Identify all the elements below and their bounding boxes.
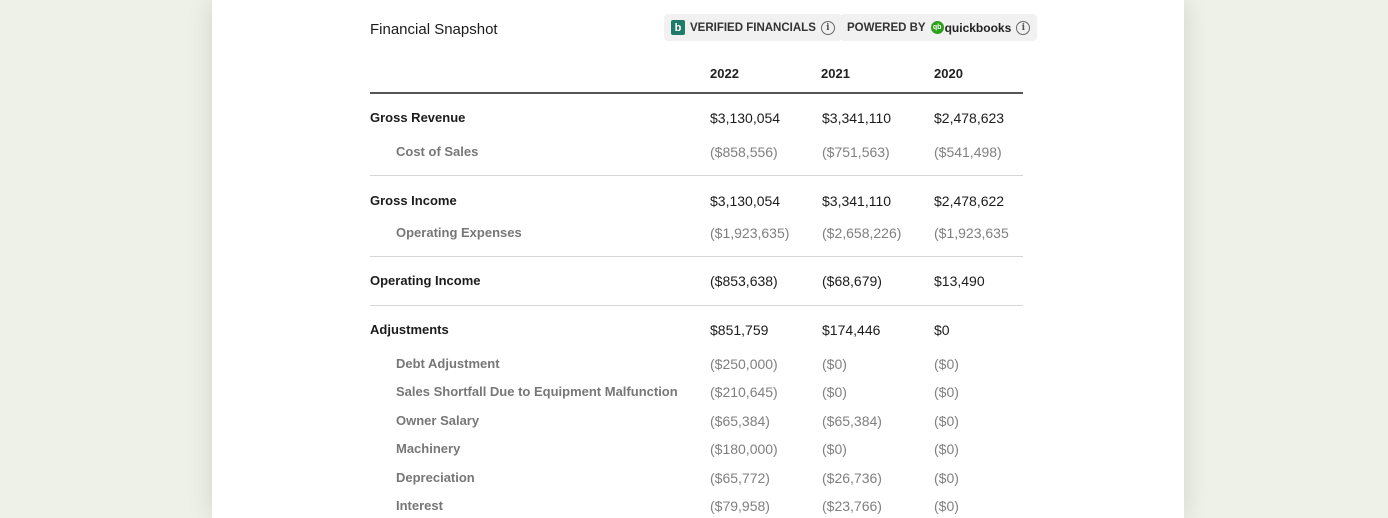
column-header-2022: 2022 bbox=[710, 66, 739, 81]
row-label: Depreciation bbox=[396, 470, 475, 485]
cell-2022: ($79,958) bbox=[710, 498, 770, 514]
table-row: Gross Revenue $3,130,054 $3,341,110 $2,478,… bbox=[0, 110, 1388, 130]
divider bbox=[370, 175, 1023, 176]
cell-2022: $851,759 bbox=[710, 322, 769, 338]
cell-2020: $2,478,622 bbox=[934, 193, 1005, 209]
cell-2022: ($210,645) bbox=[710, 384, 778, 400]
powered-by-label: POWERED BY bbox=[847, 21, 926, 34]
verified-logo-icon: b bbox=[671, 20, 685, 35]
info-icon[interactable]: i bbox=[1016, 20, 1031, 35]
cell-2021: ($26,736) bbox=[822, 470, 882, 486]
cell-2022: ($65,772) bbox=[710, 470, 770, 486]
divider bbox=[370, 305, 1023, 306]
cell-2021: ($0) bbox=[822, 384, 847, 400]
cell-2021: $174,446 bbox=[822, 322, 881, 338]
cell-2022: ($65,384) bbox=[710, 413, 770, 429]
table-row: Adjustments $851,759 $174,446 $0 bbox=[0, 322, 1388, 342]
cell-2020: ($0) bbox=[934, 441, 959, 457]
table-row: Debt Adjustment ($250,000) ($0) ($0) bbox=[0, 356, 1388, 376]
cell-2020: $0 bbox=[934, 322, 950, 338]
info-icon[interactable]: i bbox=[820, 20, 835, 35]
divider bbox=[370, 256, 1023, 257]
cell-2020: ($541,498) bbox=[934, 144, 1002, 160]
cell-2020: ($0) bbox=[934, 470, 959, 486]
table-row: Sales Shortfall Due to Equipment Malfunc… bbox=[0, 384, 1388, 404]
cell-2022: $3,130,054 bbox=[710, 193, 781, 209]
cell-2021: ($751,563) bbox=[822, 144, 890, 160]
financial-snapshot-card bbox=[212, 0, 1184, 518]
cell-2021: ($68,679) bbox=[822, 273, 882, 289]
row-label: Operating Expenses bbox=[396, 225, 522, 240]
cell-2020: ($0) bbox=[934, 384, 959, 400]
table-row: Operating Expenses ($1,923,635) ($2,658,22… bbox=[0, 225, 1388, 245]
row-label: Gross Income bbox=[370, 193, 457, 208]
cell-2020: $13,490 bbox=[934, 273, 985, 289]
cell-2020: ($0) bbox=[934, 413, 959, 429]
cell-2020: ($1,923,635 bbox=[934, 225, 1009, 241]
quickbooks-icon: qb bbox=[930, 21, 944, 34]
table-row: Cost of Sales ($858,556) ($751,563) ($541,4… bbox=[0, 144, 1388, 164]
table-row: Owner Salary ($65,384) ($65,384) ($0) bbox=[0, 413, 1388, 433]
row-label: Debt Adjustment bbox=[396, 356, 500, 371]
row-label: Owner Salary bbox=[396, 413, 480, 428]
cell-2022: ($180,000) bbox=[710, 441, 778, 457]
cell-2021: ($65,384) bbox=[822, 413, 882, 429]
cell-2021: ($0) bbox=[822, 441, 847, 457]
cell-2021: $3,341,110 bbox=[822, 193, 892, 209]
column-header-2021: 2021 bbox=[821, 66, 850, 81]
cell-2020: $2,478,623 bbox=[934, 110, 1005, 126]
cell-2022: ($858,556) bbox=[710, 144, 778, 160]
row-label: Sales Shortfall Due to Equipment Malfunc… bbox=[396, 384, 678, 399]
table-row: Interest ($79,958) ($23,766) ($0) bbox=[0, 498, 1388, 518]
verified-label: VERIFIED FINANCIALS bbox=[690, 21, 816, 34]
cell-2022: $3,130,054 bbox=[710, 110, 781, 126]
row-label: Interest bbox=[396, 498, 443, 513]
cell-2020: ($0) bbox=[934, 498, 959, 514]
cell-2022: ($853,638) bbox=[710, 273, 778, 289]
table-row: Operating Income ($853,638) ($68,679) $13,4… bbox=[0, 273, 1388, 293]
powered-by-badge: POWERED BY qb quickbooks i bbox=[840, 14, 1038, 41]
column-header-2020: 2020 bbox=[934, 66, 963, 81]
table-row: Depreciation ($65,772) ($26,736) ($0) bbox=[0, 470, 1388, 490]
row-label: Operating Income bbox=[370, 273, 481, 288]
row-label: Machinery bbox=[396, 441, 461, 456]
verified-financials-badge: b VERIFIED FINANCIALS i bbox=[664, 14, 842, 41]
cell-2021: ($23,766) bbox=[822, 498, 882, 514]
cell-2021: ($0) bbox=[822, 356, 847, 372]
header-divider bbox=[370, 92, 1023, 94]
cell-2020: ($0) bbox=[934, 356, 959, 372]
table-row: Gross Income $3,130,054 $3,341,110 $2,478,6… bbox=[0, 193, 1388, 213]
page-title: Financial Snapshot bbox=[370, 21, 498, 38]
cell-2022: ($1,923,635) bbox=[710, 225, 790, 241]
cell-2021: ($2,658,226) bbox=[822, 225, 902, 241]
cell-2021: $3,341,110 bbox=[822, 110, 892, 126]
row-label: Cost of Sales bbox=[396, 144, 479, 159]
cell-2022: ($250,000) bbox=[710, 356, 778, 372]
row-label: Adjustments bbox=[370, 322, 449, 337]
quickbooks-logo: qb quickbooks bbox=[930, 20, 1012, 35]
row-label: Gross Revenue bbox=[370, 110, 466, 125]
quickbooks-wordmark: quickbooks bbox=[944, 20, 1012, 35]
table-row: Machinery ($180,000) ($0) ($0) bbox=[0, 441, 1388, 461]
